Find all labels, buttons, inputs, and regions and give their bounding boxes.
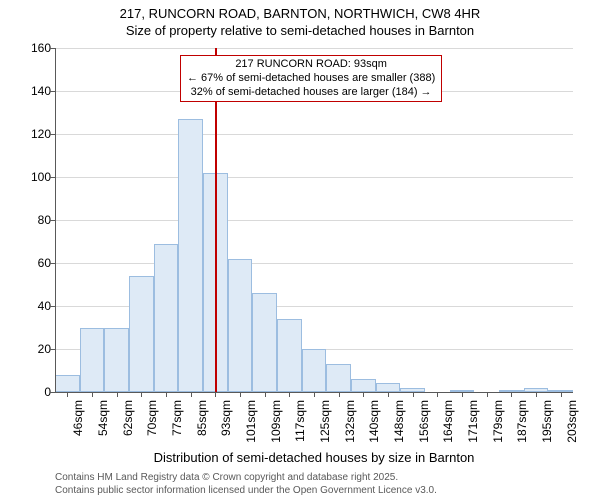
x-tick-label: 187sqm — [515, 400, 529, 443]
histogram-bar — [129, 276, 154, 392]
gridline — [55, 48, 573, 49]
x-tick-label: 148sqm — [392, 400, 406, 443]
x-tick-label: 140sqm — [367, 400, 381, 443]
histogram-bar — [228, 259, 253, 392]
x-tick-mark — [117, 392, 118, 397]
x-tick-mark — [462, 392, 463, 397]
histogram-bar — [252, 293, 277, 392]
x-tick-label: 132sqm — [343, 400, 357, 443]
x-tick-mark — [166, 392, 167, 397]
title-line-1: 217, RUNCORN ROAD, BARNTON, NORTHWICH, C… — [0, 6, 600, 23]
x-tick-label: 179sqm — [491, 400, 505, 443]
annotation-box: 217 RUNCORN ROAD: 93sqm ← 67% of semi-de… — [180, 55, 442, 102]
x-tick-label: 195sqm — [540, 400, 554, 443]
x-tick-mark — [67, 392, 68, 397]
x-tick-label: 54sqm — [96, 400, 110, 436]
y-tick-label: 120 — [31, 127, 51, 141]
gridline — [55, 220, 573, 221]
x-tick-mark — [388, 392, 389, 397]
histogram-bar — [376, 383, 401, 392]
y-tick-label: 140 — [31, 84, 51, 98]
footnote-line-1: Contains HM Land Registry data © Crown c… — [55, 472, 437, 485]
x-tick-mark — [92, 392, 93, 397]
x-tick-label: 101sqm — [244, 400, 258, 443]
annotation-line-1: 217 RUNCORN ROAD: 93sqm — [187, 58, 435, 72]
histogram-bar — [80, 328, 105, 393]
histogram-bar — [178, 119, 203, 392]
x-tick-label: 117sqm — [293, 400, 307, 442]
histogram-bar — [326, 364, 351, 392]
chart-title: 217, RUNCORN ROAD, BARNTON, NORTHWICH, C… — [0, 6, 600, 40]
footnote-line-2: Contains public sector information licen… — [55, 485, 437, 498]
x-tick-label: 203sqm — [565, 400, 579, 443]
x-tick-mark — [191, 392, 192, 397]
x-axis-label: Distribution of semi-detached houses by … — [55, 450, 573, 465]
x-tick-label: 109sqm — [269, 400, 283, 443]
x-tick-mark — [289, 392, 290, 397]
histogram-bar — [351, 379, 376, 392]
title-line-2: Size of property relative to semi-detach… — [0, 23, 600, 40]
y-tick-label: 40 — [38, 299, 51, 313]
x-tick-label: 46sqm — [71, 400, 85, 436]
x-tick-label: 85sqm — [195, 400, 209, 436]
x-tick-label: 164sqm — [441, 400, 455, 443]
x-tick-mark — [437, 392, 438, 397]
gridline — [55, 134, 573, 135]
x-tick-mark — [536, 392, 537, 397]
x-tick-label: 156sqm — [417, 400, 431, 443]
annotation-line-3: 32% of semi-detached houses are larger (… — [187, 86, 435, 100]
histogram-bar — [302, 349, 327, 392]
gridline — [55, 263, 573, 264]
gridline — [55, 177, 573, 178]
y-tick-label: 160 — [31, 41, 51, 55]
y-tick-label: 60 — [38, 256, 51, 270]
x-tick-mark — [339, 392, 340, 397]
x-tick-label: 125sqm — [318, 400, 332, 443]
x-tick-mark — [314, 392, 315, 397]
histogram-bar — [154, 244, 179, 392]
x-tick-mark — [413, 392, 414, 397]
x-tick-label: 77sqm — [170, 400, 184, 436]
x-tick-mark — [363, 392, 364, 397]
x-tick-label: 93sqm — [219, 400, 233, 436]
x-tick-label: 62sqm — [121, 400, 135, 436]
x-tick-mark — [265, 392, 266, 397]
histogram-chart: 217, RUNCORN ROAD, BARNTON, NORTHWICH, C… — [0, 0, 600, 500]
x-tick-mark — [511, 392, 512, 397]
x-tick-mark — [141, 392, 142, 397]
y-tick-label: 80 — [38, 213, 51, 227]
footnote: Contains HM Land Registry data © Crown c… — [55, 472, 437, 497]
annotation-line-2: ← 67% of semi-detached houses are smalle… — [187, 72, 435, 86]
x-tick-label: 70sqm — [145, 400, 159, 436]
x-tick-mark — [487, 392, 488, 397]
histogram-bar — [104, 328, 129, 393]
y-axis-line — [55, 48, 56, 392]
histogram-bar — [277, 319, 302, 392]
x-tick-mark — [240, 392, 241, 397]
y-tick-label: 20 — [38, 342, 51, 356]
x-tick-mark — [215, 392, 216, 397]
histogram-bar — [55, 375, 80, 392]
x-tick-mark — [561, 392, 562, 397]
x-tick-label: 171sqm — [466, 400, 480, 443]
y-tick-label: 100 — [31, 170, 51, 184]
